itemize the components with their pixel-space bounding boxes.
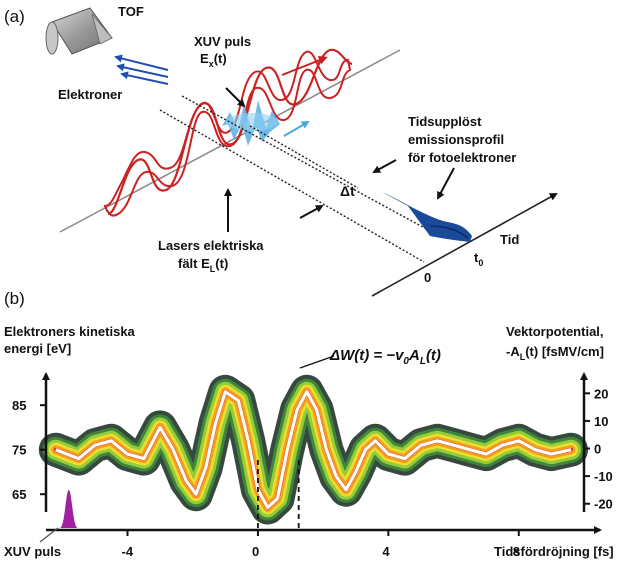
equation-label: ΔW(t) = −v0AL(t): [329, 347, 441, 367]
x-tick-label: -4: [122, 544, 134, 559]
time-axis-label: Tid: [500, 232, 519, 247]
panel-a-schematic: (a) TOF Elektroner XUV puls Ex(t): [4, 4, 558, 297]
right-axis-title-line1: Vektorpotential,: [506, 324, 604, 339]
delta-t-label: Δt: [340, 183, 355, 199]
right-y-ticks: 20 10 0 -10 -20: [584, 386, 613, 512]
xuv-label-line1: XUV puls: [194, 34, 251, 49]
panel-b-chart: (b) Elektroners kinetiska energi [eV] Ve…: [4, 289, 614, 559]
x-tick-label: 4: [382, 544, 390, 559]
laser-direction-arrow: [281, 56, 328, 76]
xuv-direction-arrow: [283, 120, 310, 137]
x-ticks: -4 0 4 8: [122, 530, 520, 559]
delta-t-arrow-upper: [372, 159, 397, 173]
delta-t-arrow-lower: [299, 205, 324, 219]
panel-a-label: (a): [4, 7, 25, 26]
xuv-pulse-marker: [59, 490, 78, 528]
profile-label-line3: för fotoelektroner: [408, 150, 516, 165]
electrons-label: Elektroner: [58, 87, 122, 102]
y2-tick-label: -10: [594, 469, 613, 484]
delay-guide-lines: [257, 460, 300, 530]
x-axis-title: Tidsfördröjning [fs]: [494, 544, 614, 559]
laser-label-line1: Lasers elektriska: [158, 238, 264, 253]
laser-field-sine: [107, 48, 353, 216]
laser-label-line2: fält EL(t): [178, 256, 228, 274]
time-axis: [371, 193, 558, 297]
vector-potential-trace: [55, 390, 572, 510]
profile-pointer-arrow: [437, 167, 455, 200]
panel-b-label: (b): [4, 289, 25, 308]
xuv-pulse-label: XUV puls: [4, 544, 61, 559]
y-tick-label: 65: [12, 487, 26, 502]
x-tick-label: 8: [513, 544, 520, 559]
left-axis-title-line1: Elektroners kinetiska: [4, 324, 136, 339]
y2-tick-label: 10: [594, 414, 608, 429]
profile-label-line1: Tidsupplöst: [408, 114, 482, 129]
xuv-label-line2: Ex(t): [200, 51, 227, 69]
profile-label-line2: emissionsprofil: [408, 132, 504, 147]
y2-tick-label: 20: [594, 386, 608, 401]
propagation-axis: [59, 49, 401, 233]
xuv-pulse-baseline: [39, 527, 59, 543]
projection-line-3: [249, 125, 359, 189]
tof-label: TOF: [118, 4, 144, 19]
t0-label: t0: [474, 250, 483, 268]
y-tick-label: 85: [12, 398, 26, 413]
projection-line-2: [159, 109, 425, 263]
emission-profile: [382, 192, 472, 242]
left-axis-title-line2: energi [eV]: [4, 341, 71, 356]
xuv-pointer-arrow: [225, 87, 246, 108]
tof-detector-icon: [45, 7, 113, 55]
origin-zero-label: 0: [424, 270, 431, 285]
y2-tick-label: -20: [594, 497, 613, 512]
projection-line-1: [181, 95, 433, 233]
right-axis-title-line2: -AL(t) [fsMV/cm]: [506, 344, 604, 362]
x-tick-label: 0: [252, 544, 259, 559]
electron-arrows: [114, 54, 169, 85]
y-tick-label: 75: [12, 443, 26, 458]
left-y-ticks: 65 75 85: [12, 398, 46, 502]
y2-tick-label: 0: [594, 442, 601, 457]
equation-pointer: [299, 355, 335, 369]
